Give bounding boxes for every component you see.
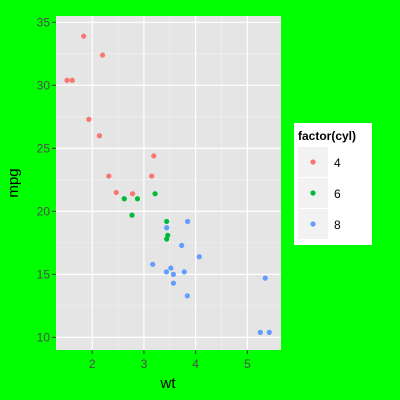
data-point-cyl-8 [185, 218, 191, 225]
data-point-cyl-8 [266, 329, 272, 335]
legend: factor(cyl) 4 6 8 [294, 123, 372, 245]
data-point-cyl-6 [134, 196, 141, 202]
major-gridlines [56, 16, 281, 350]
legend-title: factor(cyl) [298, 129, 356, 143]
data-point-cyl-8 [168, 265, 174, 271]
x-tick-label: 5 [244, 357, 251, 371]
data-point-cyl-4 [151, 153, 157, 159]
data-point-cyl-8 [170, 280, 177, 286]
data-point-cyl-8 [163, 269, 170, 275]
data-point-cyl-6 [164, 218, 170, 225]
y-tick-label: 30 [37, 78, 51, 92]
data-point-cyl-4 [113, 189, 119, 196]
data-point-cyl-8 [181, 269, 187, 275]
data-point-cyl-8 [262, 275, 268, 281]
data-points [64, 33, 272, 335]
data-point-cyl-6 [165, 232, 171, 238]
data-point-cyl-8 [196, 254, 202, 260]
legend-items: 4 6 8 [298, 147, 341, 239]
data-point-cyl-4 [86, 116, 92, 122]
x-axis: 2 3 4 5 [89, 350, 251, 371]
legend-swatch-6 [310, 190, 316, 196]
data-point-cyl-6 [121, 196, 127, 202]
data-point-cyl-4 [129, 191, 136, 197]
data-point-cyl-8 [150, 261, 156, 267]
data-point-cyl-8 [164, 225, 170, 231]
plot-panel [56, 16, 281, 350]
data-point-cyl-4 [96, 133, 103, 139]
x-tick-label: 4 [192, 357, 199, 371]
data-point-cyl-8 [179, 242, 185, 248]
data-point-cyl-4 [69, 77, 75, 83]
data-point-cyl-4 [81, 33, 87, 39]
y-tick-label: 25 [37, 141, 51, 155]
y-tick-label: 15 [37, 267, 51, 281]
legend-swatch-8 [310, 221, 316, 227]
minor-gridlines [56, 16, 281, 350]
x-axis-title: wt [160, 375, 177, 392]
legend-label-8: 8 [334, 218, 341, 232]
y-tick-label: 35 [37, 15, 51, 29]
y-axis-title: mpg [5, 168, 22, 197]
x-tick-label: 2 [89, 357, 96, 371]
data-point-cyl-4 [106, 173, 112, 179]
data-point-cyl-6 [129, 212, 135, 218]
x-tick-label: 3 [141, 357, 148, 371]
data-point-cyl-6 [152, 191, 158, 197]
legend-label-4: 4 [334, 156, 341, 170]
legend-swatch-4 [310, 159, 316, 165]
y-tick-label: 20 [37, 204, 51, 218]
data-point-cyl-4 [64, 77, 70, 83]
legend-label-6: 6 [334, 187, 341, 201]
y-axis: 10 15 20 25 30 35 [37, 15, 56, 344]
data-point-cyl-8 [257, 329, 263, 335]
data-point-cyl-4 [149, 173, 155, 179]
data-point-cyl-8 [170, 271, 177, 277]
y-tick-label: 10 [37, 330, 51, 344]
data-point-cyl-8 [184, 293, 190, 299]
data-point-cyl-4 [99, 52, 106, 58]
